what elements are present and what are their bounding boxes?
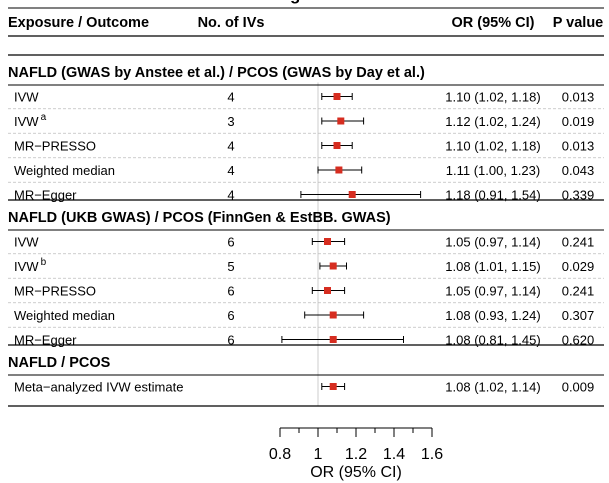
x-axis-tick-label: 1.4 bbox=[383, 446, 405, 463]
row-p-value: 0.339 bbox=[562, 188, 595, 203]
point-estimate bbox=[324, 238, 331, 245]
point-estimate bbox=[348, 191, 356, 198]
row-or-ci: 1.08 (1.02, 1.14) bbox=[445, 380, 540, 395]
row-p-value: 0.043 bbox=[562, 163, 595, 178]
point-estimate bbox=[333, 142, 341, 149]
row-p-value: 0.620 bbox=[562, 333, 595, 348]
point-estimate bbox=[329, 262, 337, 270]
x-axis: 0.8 1 1.2 1.4 1.6 OR (95% CI) bbox=[269, 427, 443, 481]
row-method-superscript: a bbox=[41, 112, 47, 123]
row-method: IVW a bbox=[14, 112, 47, 129]
row-or-ci: 1.10 (1.02, 1.18) bbox=[445, 139, 540, 154]
x-axis-tick-label: 1.6 bbox=[421, 446, 443, 463]
point-estimate bbox=[329, 383, 337, 390]
x-axis-tick-label: 1 bbox=[314, 446, 323, 463]
group-title: NAFLD (UKB GWAS) / PCOS (FinnGen & EstBB… bbox=[8, 210, 391, 226]
title-fragment-group: g bbox=[150, 0, 390, 6]
x-axis-tick-label: 0.8 bbox=[269, 446, 291, 463]
row-p-value: 0.029 bbox=[562, 259, 595, 274]
row-method: Weighted median bbox=[14, 308, 115, 323]
row-method-superscript: b bbox=[41, 257, 47, 268]
group-title: NAFLD / PCOS bbox=[8, 355, 111, 371]
row-method: Weighted median bbox=[14, 163, 115, 178]
x-axis-label: OR (95% CI) bbox=[310, 464, 402, 481]
row-p-value: 0.241 bbox=[562, 284, 595, 299]
point-estimate bbox=[333, 93, 341, 100]
group-title: NAFLD (GWAS by Anstee et al.) / PCOS (GW… bbox=[8, 65, 425, 81]
row-method: MR−PRESSO bbox=[14, 139, 96, 154]
row-or-ci: 1.05 (0.97, 1.14) bbox=[445, 235, 540, 250]
row-p-value: 0.307 bbox=[562, 308, 595, 323]
point-estimate bbox=[329, 311, 337, 319]
row-p-value: 0.019 bbox=[562, 114, 595, 129]
header-n-ivs: No. of IVs bbox=[198, 15, 265, 31]
row-method: IVW bbox=[14, 235, 39, 250]
x-axis-tick-label: 1.2 bbox=[345, 446, 367, 463]
row-or-ci: 1.11 (1.00, 1.23) bbox=[446, 163, 540, 178]
row-p-value: 0.013 bbox=[562, 139, 595, 154]
row-n-ivs: 6 bbox=[227, 284, 234, 299]
row-p-value: 0.013 bbox=[562, 90, 595, 105]
row-n-ivs: 6 bbox=[227, 235, 234, 250]
header-p-value: P value bbox=[553, 15, 604, 31]
row-method: Meta−analyzed IVW estimate bbox=[14, 380, 183, 395]
row-or-ci: 1.08 (0.93, 1.24) bbox=[445, 308, 540, 323]
row-method: MR−PRESSO bbox=[14, 284, 96, 299]
point-estimate bbox=[337, 117, 345, 125]
row-n-ivs: 4 bbox=[227, 139, 234, 154]
plot-layer: NAFLD (GWAS by Anstee et al.) / PCOS (GW… bbox=[8, 54, 604, 407]
header-exposure: Exposure / Outcome bbox=[8, 15, 149, 31]
row-n-ivs: 3 bbox=[227, 114, 234, 129]
title-fragment-mask bbox=[150, 0, 390, 6]
row-n-ivs: 5 bbox=[227, 259, 234, 274]
row-n-ivs: 4 bbox=[227, 188, 234, 203]
row-or-ci: 1.10 (1.02, 1.18) bbox=[445, 90, 540, 105]
row-p-value: 0.009 bbox=[562, 380, 595, 395]
point-estimate bbox=[329, 336, 337, 343]
header-or-ci: OR (95% CI) bbox=[452, 15, 535, 31]
row-n-ivs: 4 bbox=[227, 163, 234, 178]
row-or-ci: 1.08 (1.01, 1.15) bbox=[445, 259, 540, 274]
header-row: Exposure / Outcome No. of IVs OR (95% CI… bbox=[8, 15, 603, 31]
chart-title-fragment: g bbox=[290, 0, 300, 4]
row-p-value: 0.241 bbox=[562, 235, 595, 250]
row-method: IVW b bbox=[14, 257, 47, 274]
row-method: MR−Egger bbox=[14, 188, 77, 203]
point-estimate bbox=[324, 287, 331, 294]
point-estimate bbox=[335, 166, 343, 174]
row-or-ci: 1.08 (0.81, 1.45) bbox=[445, 333, 540, 348]
row-or-ci: 1.18 (0.91, 1.54) bbox=[445, 188, 540, 203]
row-n-ivs: 6 bbox=[227, 308, 234, 323]
row-method: MR−Egger bbox=[14, 333, 77, 348]
row-n-ivs: 4 bbox=[227, 90, 234, 105]
row-or-ci: 1.12 (1.02, 1.24) bbox=[445, 114, 540, 129]
row-n-ivs: 6 bbox=[227, 333, 234, 348]
row-or-ci: 1.05 (0.97, 1.14) bbox=[445, 284, 540, 299]
row-method: IVW bbox=[14, 90, 39, 105]
